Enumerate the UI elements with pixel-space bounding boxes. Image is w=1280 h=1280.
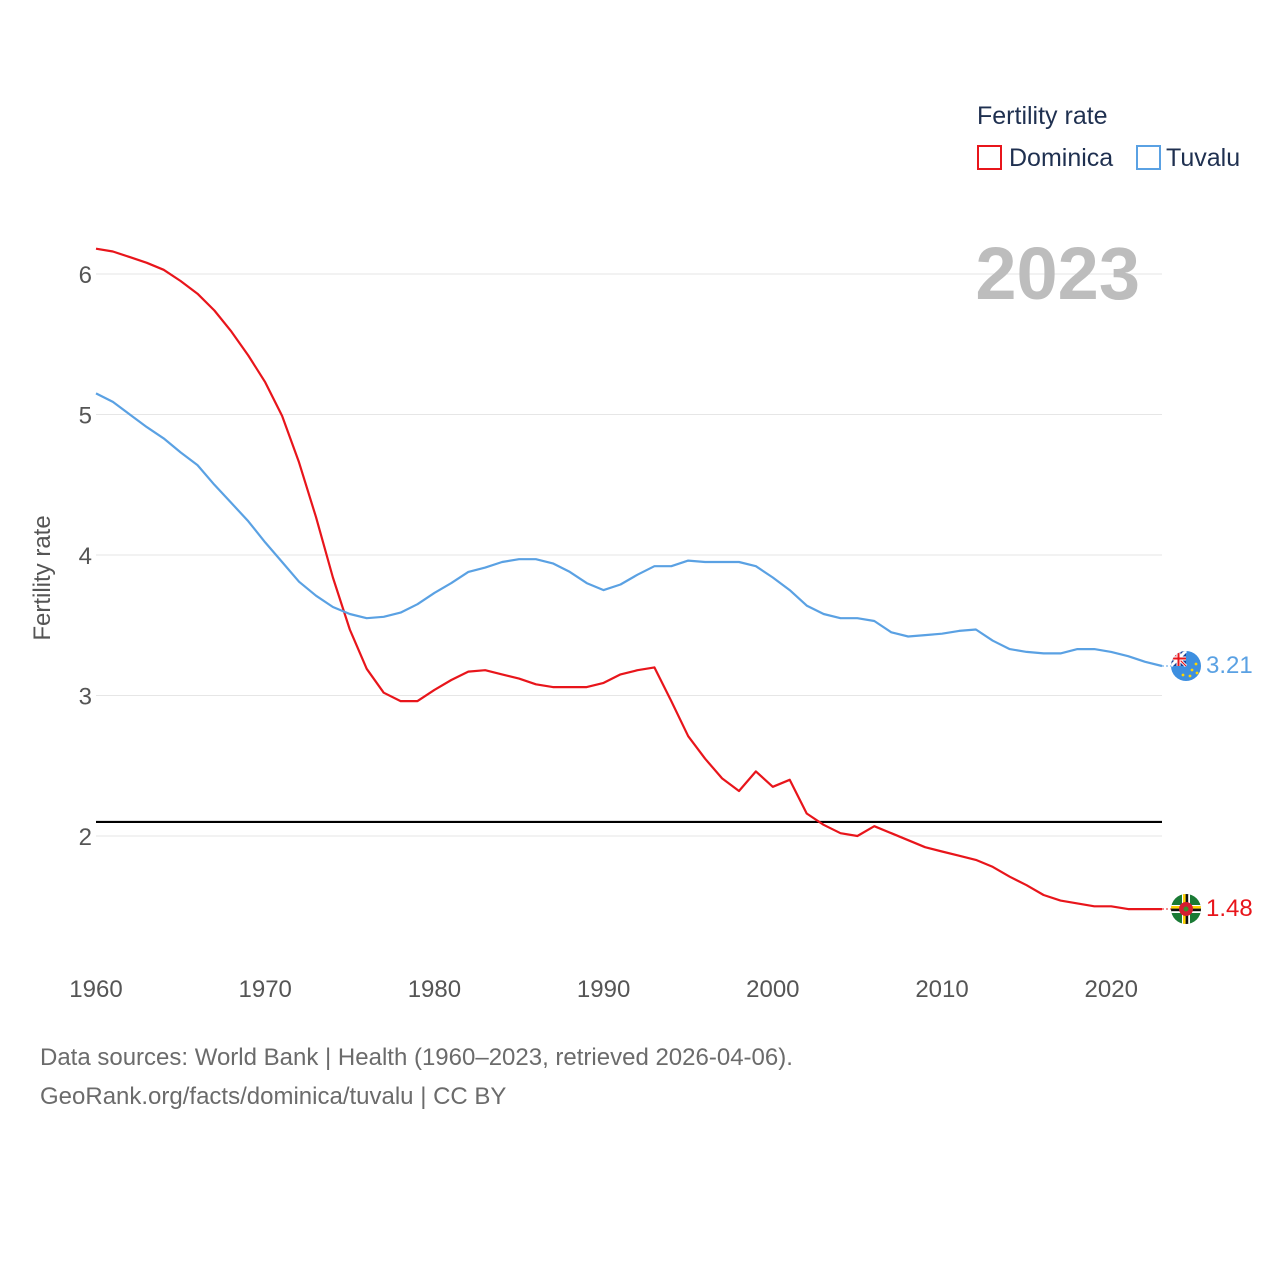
legend-label-dominica: Dominica: [1009, 144, 1113, 172]
y-tick-label-6: 6: [79, 262, 92, 289]
series-line-tuvalu: [95, 392, 1163, 668]
legend-title: Fertility rate: [977, 102, 1108, 130]
x-tick-label-2010: 2010: [915, 976, 968, 1003]
footer-sources: Data sources: World Bank | Health (1960–…: [40, 1044, 793, 1071]
x-tick-label-2000: 2000: [746, 976, 799, 1003]
x-tick-label-1960: 1960: [69, 976, 122, 1003]
gridlines: [96, 273, 1162, 837]
x-axis-ticks: 1960 1970 1980 1990 2000 2010 2020: [69, 976, 1138, 1003]
legend-swatch-dominica: [977, 145, 1002, 170]
fertility-rate-chart: 2 3 4 5 6 1960 1970 1980 1990 2000 2010 2020 Ferti…: [29, 102, 1253, 1003]
x-tick-label-1970: 1970: [239, 976, 292, 1003]
series-line-dominica: [95, 247, 1162, 911]
dominica-flag-icon: [1171, 894, 1201, 924]
y-tick-label-5: 5: [79, 403, 92, 430]
legend-item-dominica[interactable]: Dominica: [977, 144, 1113, 172]
legend-label-tuvalu: Tuvalu: [1166, 144, 1240, 172]
legend-swatch-tuvalu: [1136, 145, 1161, 170]
legend: Fertility rate Dominica Tuvalu: [977, 102, 1240, 172]
tuvalu-flag-icon: [1171, 651, 1201, 681]
current-year-label: 2023: [975, 232, 1140, 315]
y-axis-ticks: 2 3 4 5 6: [79, 262, 92, 851]
x-tick-label-1980: 1980: [408, 976, 461, 1003]
y-tick-label-4: 4: [79, 543, 92, 570]
legend-item-tuvalu[interactable]: Tuvalu: [1136, 144, 1240, 172]
y-tick-label-2: 2: [79, 824, 92, 851]
dominica-end-value: 1.48: [1206, 895, 1253, 922]
x-tick-label-2020: 2020: [1085, 976, 1138, 1003]
footer-attribution: GeoRank.org/facts/dominica/tuvalu | CC B…: [40, 1083, 507, 1110]
y-axis-title: Fertility rate: [29, 515, 56, 640]
y-tick-label-3: 3: [79, 684, 92, 711]
tuvalu-end-value: 3.21: [1206, 652, 1253, 679]
x-tick-label-1990: 1990: [577, 976, 630, 1003]
series-lines: [95, 247, 1172, 911]
